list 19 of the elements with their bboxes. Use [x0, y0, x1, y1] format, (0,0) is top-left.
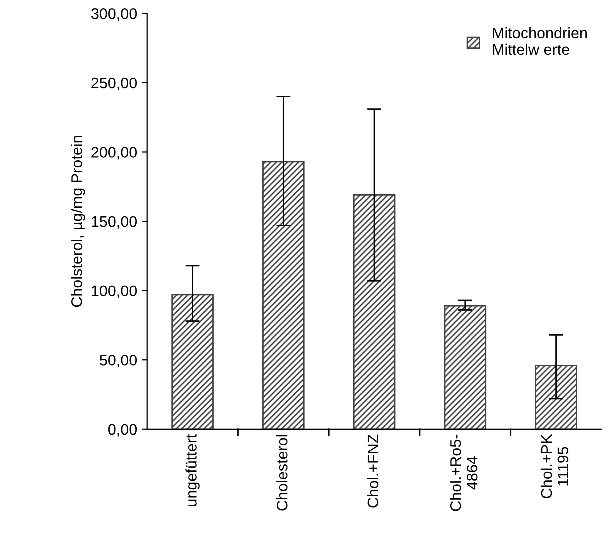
legend-label: Mitochondrien Mittelw erte — [493, 27, 587, 56]
bar — [444, 305, 487, 430]
bar — [172, 294, 214, 430]
x-tick-label: Chol.+Ro5- 4864 — [450, 434, 478, 512]
y-tick-label: 250,00 — [92, 78, 138, 90]
bar — [262, 161, 305, 430]
y-axis-title: Cholsterol, µg/mg Protein — [71, 136, 86, 308]
x-tick-label: ungefüttert — [186, 434, 200, 506]
y-tick-label: 300,00 — [91, 8, 138, 22]
bar — [353, 194, 396, 430]
y-tick-label: 50,00 — [100, 354, 138, 368]
y-tick-label: 0,00 — [108, 424, 138, 437]
x-tick-label: Cholesterol — [276, 435, 288, 511]
y-tick-label: 100,00 — [92, 286, 138, 298]
x-tick-label: Chol.+FNZ — [367, 434, 379, 508]
y-tick-label: 200,00 — [92, 147, 138, 160]
bar — [535, 364, 578, 430]
y-tick-label: 150,00 — [92, 216, 138, 230]
x-tick-label: Chol.+PK 11195 — [540, 434, 569, 498]
